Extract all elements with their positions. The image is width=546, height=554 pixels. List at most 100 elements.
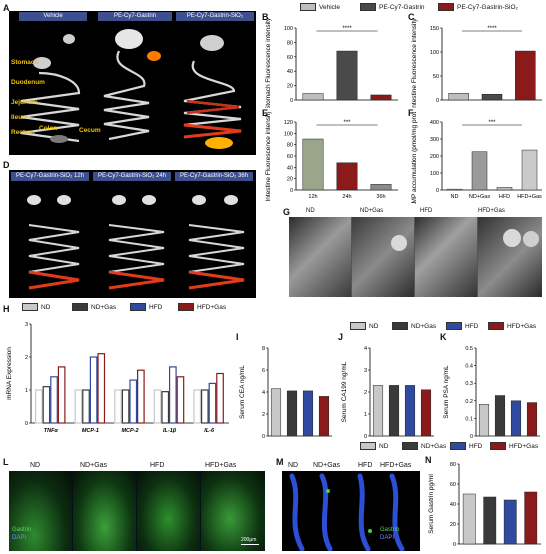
panel-d-title-2: PE-Cy7-Gastrin-SiO₂ 24h <box>93 172 171 181</box>
y-tick-label: 0 <box>436 188 439 194</box>
y-tick-label: 0 <box>364 434 367 440</box>
bar <box>420 389 432 437</box>
bar <box>286 390 298 437</box>
legend3-swatch-nd <box>360 442 376 450</box>
y-tick-label: 60 <box>287 55 293 61</box>
bar <box>302 93 324 101</box>
legend3-swatch-hfd <box>450 442 466 450</box>
bar <box>34 389 43 424</box>
legend2-swatch-hfd <box>446 322 462 330</box>
bar <box>521 149 538 191</box>
bar <box>370 94 392 101</box>
chart-f: 0 100 200 300 400 cAMP accumulation (pmol/mg … <box>411 112 542 204</box>
panel-label-a: A <box>3 3 10 13</box>
y-tick-label: 100 <box>430 50 439 56</box>
y-tick-label: 0.2 <box>465 399 473 405</box>
legend-swatch-nd-gas <box>72 303 88 311</box>
y-tick-label: 3 <box>364 368 367 374</box>
bar <box>50 376 58 424</box>
y-tick-label: 40 <box>287 165 293 171</box>
panel-label-n: N <box>425 455 432 465</box>
bar <box>510 400 522 437</box>
legend-pe-cy7-gastrin: PE-Cy7-Gastrin <box>360 3 425 11</box>
panel-label-j: J <box>338 332 344 342</box>
y-tick-label: 150 <box>430 26 439 32</box>
y-tick-label: 0.3 <box>465 381 473 387</box>
y-axis-label: Serum PSA ng/mL <box>443 365 450 419</box>
panel-label-c: C <box>408 12 415 22</box>
legend2-hfd: HFD <box>446 322 478 330</box>
legend3-nd-gas: ND+Gas <box>402 442 446 450</box>
y-tick-label: 0 <box>290 98 293 104</box>
bar <box>216 372 224 424</box>
time-course-fluorescence-image <box>27 195 245 290</box>
legend2-nd-gas: ND+Gas <box>392 322 436 330</box>
bar <box>462 493 476 545</box>
legend-vehicle: Vehicle <box>300 3 340 11</box>
y-tick-label: 80 <box>287 40 293 46</box>
sem-droplet <box>503 229 521 247</box>
y-tick-label: 0 <box>262 434 265 440</box>
panel-a-title-2: PE-Cy7-Gastrin <box>98 12 172 21</box>
chart-e: 0 20 40 60 80 100 120 Intestine Fluorescence in… <box>265 112 398 202</box>
organ-label-ileum: Ileum <box>11 114 28 121</box>
panel-label-b: B <box>262 12 269 22</box>
y-axis-label: cAMP accumulation (pmol/mg protein) <box>411 112 418 204</box>
panel-d-image: PE-Cy7-Gastrin-SiO₂ 12h PE-Cy7-Gastrin-S… <box>9 170 256 298</box>
legend3-hfd: HFD <box>450 442 482 450</box>
organ-label-rectum: Rectum <box>11 129 35 136</box>
scale-bar <box>241 544 259 545</box>
if-hfd-gas <box>201 471 265 551</box>
bar <box>208 382 217 424</box>
bar <box>524 491 538 545</box>
y-tick-label: 8 <box>262 346 265 352</box>
legend-swatch-gastrin-sio2 <box>438 3 454 11</box>
legend2-nd: ND <box>350 322 378 330</box>
panel-g-title-3: HFD <box>420 208 433 214</box>
bar <box>302 390 314 437</box>
sem-droplet <box>391 235 407 251</box>
panel-a-image: Vehicle PE-Cy7-Gastrin PE-Cy7-Gastrin-Si… <box>9 11 256 155</box>
panel-g-image <box>289 217 542 297</box>
y-axis-label: Intestine Fluorescence intensity <box>265 112 272 202</box>
legend-swatch-nd <box>22 303 38 311</box>
gi-tract-fluorescence-image <box>20 29 242 149</box>
legend-swatch-gastrin <box>360 3 376 11</box>
chart-j: 0 1 2 3 4 Serum CA199 ng/mL <box>341 346 434 440</box>
if-nd-gas <box>73 471 136 551</box>
legend2-hfd-gas: HFD+Gas <box>488 322 536 330</box>
significance-label: *** <box>343 120 351 126</box>
panel-label-k: K <box>440 332 447 342</box>
bar <box>129 379 138 424</box>
bar <box>42 386 51 424</box>
panel-m-title-1: ND <box>288 462 299 469</box>
y-tick-label: 80 <box>287 143 293 149</box>
legend2-swatch-nd <box>350 322 366 330</box>
bar <box>200 389 209 424</box>
y-tick-label: 2 <box>262 412 265 418</box>
bar <box>494 395 506 437</box>
bar <box>404 385 416 437</box>
y-tick-label: 0.4 <box>465 364 473 370</box>
y-tick-label: 1 <box>364 412 367 418</box>
y-tick-label: 120 <box>284 120 293 126</box>
sem-nd <box>289 217 351 297</box>
bar <box>97 353 106 424</box>
panel-m-title-3: HFD <box>358 462 373 469</box>
y-tick-label: 2 <box>364 390 367 396</box>
bar <box>446 188 463 191</box>
y-tick-label: 2 <box>25 355 28 361</box>
y-axis-label: Serum CEA ng/mL <box>239 365 246 419</box>
y-tick-label: 100 <box>284 131 293 137</box>
bar <box>388 385 400 437</box>
legend3-hfd-gas: HFD+Gas <box>490 442 538 450</box>
x-tick-label: 36h <box>376 194 385 200</box>
panel-m-dapi-label: DAPI <box>380 535 395 541</box>
panel-label-d: D <box>3 160 10 170</box>
y-tick-label: 80 <box>450 462 456 468</box>
panel-l-title-4: HFD+Gas <box>205 462 237 469</box>
panel-label-m: M <box>276 457 284 467</box>
sem-hfd <box>415 217 477 297</box>
panel-label-i: I <box>236 332 239 342</box>
panel-a-title-1: Vehicle <box>19 12 87 21</box>
